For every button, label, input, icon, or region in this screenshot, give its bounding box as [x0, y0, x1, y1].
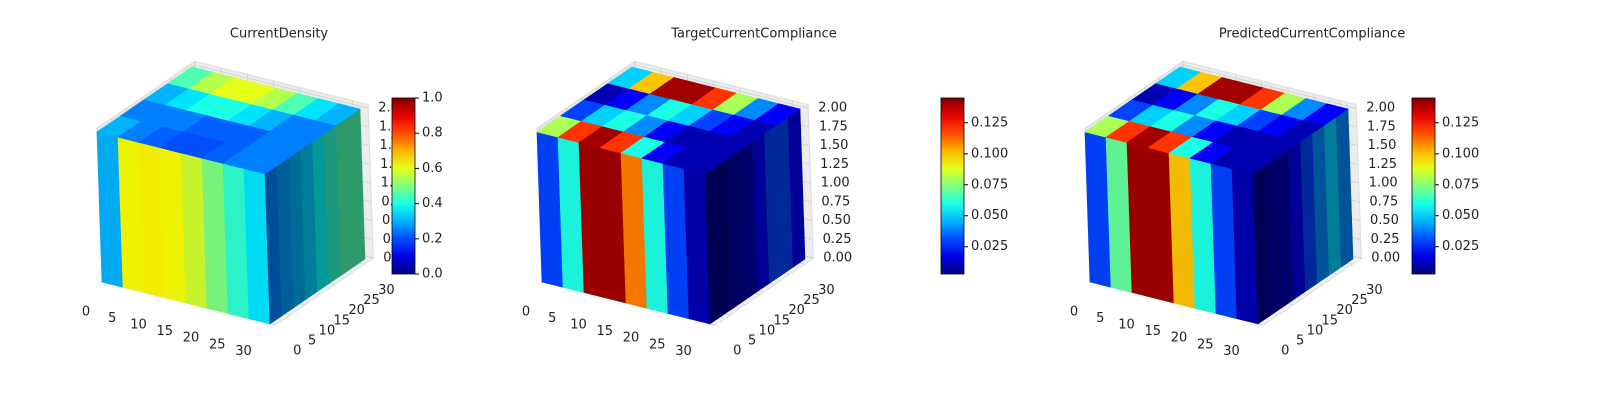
z-tick-label: 1.50 — [820, 138, 849, 153]
z-tick-label: 1.75 — [819, 119, 848, 134]
x-tick-label: 5 — [1096, 311, 1104, 326]
z-tick-label: 1.00 — [1369, 176, 1398, 191]
colorbar-tick-label: 0.125 — [971, 115, 1008, 130]
z-tick-label: 1.50 — [1368, 138, 1397, 153]
x-tick-label: 30 — [235, 344, 252, 359]
colorbar-tick-label: 0.0 — [422, 267, 443, 282]
x-tick-label: 15 — [156, 324, 173, 339]
colorbar-tick-label: 0.8 — [422, 126, 443, 141]
x-tick-label: 20 — [183, 331, 200, 346]
y-tick-label: 5 — [748, 334, 756, 349]
colorbar-tick-label: 0.100 — [1442, 146, 1479, 161]
y-tick-label: 30 — [818, 283, 835, 298]
voxel-face — [1302, 103, 1349, 126]
z-tick-label: 1.75 — [1367, 119, 1396, 134]
x-tick-label: 5 — [108, 311, 116, 326]
colorbar — [391, 97, 416, 275]
colorbar — [940, 97, 965, 275]
colorbar-tick-label: 0.025 — [1442, 239, 1479, 254]
y-tick-label: 20 — [788, 303, 805, 318]
y-tick-label: 15 — [334, 313, 351, 328]
y-tick-label: 10 — [319, 323, 336, 338]
y-tick-label: 25 — [803, 293, 820, 308]
z-tick-label: 1.00 — [821, 176, 850, 191]
z-tick-label: 0.50 — [1370, 213, 1399, 228]
voxel-face — [754, 103, 801, 126]
x-tick-label: 15 — [596, 324, 613, 339]
colorbar — [1411, 97, 1436, 275]
x-tick-label: 30 — [1223, 344, 1240, 359]
x-tick-label: 25 — [1197, 337, 1214, 352]
z-tick-label: 2.00 — [818, 101, 847, 116]
y-tick-label: 30 — [1366, 283, 1383, 298]
colorbar-tick-label: 1.0 — [422, 91, 443, 106]
colorbar-tick-label: 0.075 — [1442, 177, 1479, 192]
x-tick-label: 0 — [522, 305, 530, 320]
z-tick-label: 0.25 — [823, 232, 852, 247]
z-tick-label: 0.00 — [1371, 251, 1400, 266]
x-tick-label: 25 — [209, 337, 226, 352]
z-tick-label: 1.25 — [820, 157, 849, 172]
x-tick-label: 20 — [1171, 331, 1188, 346]
colorbar-tick-label: 0.025 — [971, 239, 1008, 254]
colorbar-tick-label: 0.050 — [1442, 208, 1479, 223]
x-tick-label: 0 — [82, 305, 90, 320]
y-tick-label: 25 — [363, 293, 380, 308]
z-tick-label: 0.25 — [1371, 232, 1400, 247]
y-tick-label: 10 — [759, 323, 776, 338]
y-tick-label: 25 — [1351, 293, 1368, 308]
colorbar-tick-label: 0.2 — [422, 231, 443, 246]
subplot-title: CurrentDensity — [230, 27, 329, 42]
y-tick-label: 10 — [1307, 323, 1324, 338]
y-tick-label: 15 — [1322, 313, 1339, 328]
x-tick-label: 10 — [570, 318, 587, 333]
y-tick-label: 0 — [733, 344, 741, 359]
y-tick-label: 0 — [293, 344, 301, 359]
colorbar-tick-label: 0.4 — [422, 196, 443, 211]
colorbar-tick-label: 0.100 — [971, 146, 1008, 161]
colorbar-tick-label: 0.075 — [971, 177, 1008, 192]
y-tick-label: 20 — [1336, 303, 1353, 318]
y-tick-label: 5 — [1296, 334, 1304, 349]
x-tick-label: 25 — [649, 337, 666, 352]
subplot-title: PredictedCurrentCompliance — [1219, 27, 1405, 42]
x-tick-label: 10 — [130, 318, 147, 333]
z-tick-label: 2.00 — [1366, 101, 1395, 116]
z-tick-label: 0.75 — [821, 194, 850, 209]
x-tick-label: 15 — [1144, 324, 1161, 339]
y-tick-label: 30 — [378, 283, 395, 298]
x-tick-label: 20 — [623, 331, 640, 346]
y-tick-label: 0 — [1281, 344, 1289, 359]
y-tick-label: 5 — [308, 334, 316, 349]
x-tick-label: 0 — [1070, 305, 1078, 320]
x-tick-label: 5 — [548, 311, 556, 326]
colorbar-tick-label: 0.050 — [971, 208, 1008, 223]
z-tick-label: 0.50 — [822, 213, 851, 228]
y-tick-label: 15 — [774, 313, 791, 328]
z-tick-label: 1.25 — [1368, 157, 1397, 172]
x-tick-label: 30 — [675, 344, 692, 359]
voxel-face — [314, 103, 361, 126]
subplot-title: TargetCurrentCompliance — [670, 27, 837, 42]
colorbar-tick-label: 0.6 — [422, 161, 443, 176]
z-tick-label: 0.75 — [1369, 194, 1398, 209]
x-tick-label: 10 — [1118, 318, 1135, 333]
z-tick-label: 0.00 — [823, 251, 852, 266]
y-tick-label: 20 — [348, 303, 365, 318]
colorbar-tick-label: 0.125 — [1442, 115, 1479, 130]
